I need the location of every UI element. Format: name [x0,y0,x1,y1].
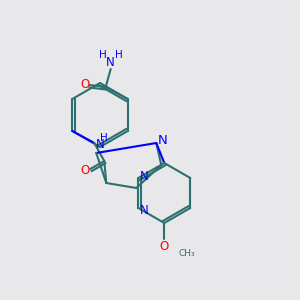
Text: N: N [96,137,105,151]
Text: N: N [140,169,149,182]
Text: O: O [160,241,169,254]
Text: O: O [80,79,89,92]
Text: H: H [115,50,123,60]
Text: O: O [81,164,90,176]
Text: CH₃: CH₃ [178,248,195,257]
Text: H: H [100,133,108,143]
Text: N: N [106,56,115,68]
Text: H: H [99,50,106,60]
Text: N: N [158,134,167,148]
Text: N: N [140,203,149,217]
